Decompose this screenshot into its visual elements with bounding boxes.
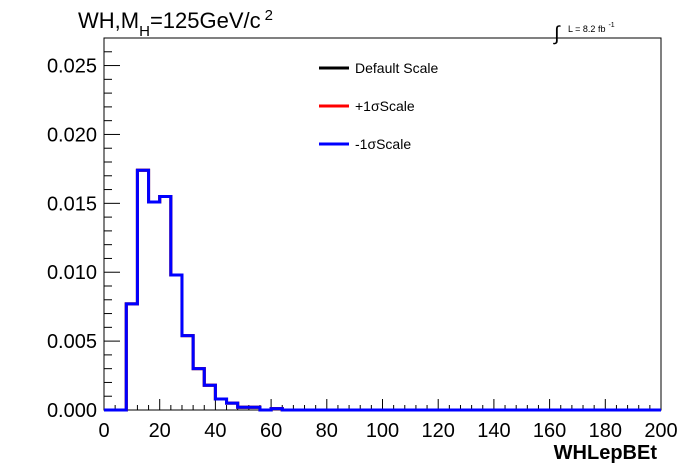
x-tick-label: 60: [260, 420, 282, 442]
legend-label-1: +1σScale: [355, 98, 415, 114]
y-tick-label: 0.015: [47, 193, 97, 215]
y-tick-label: 0.000: [47, 400, 97, 422]
series-line-1: [104, 168, 661, 412]
chart-title: WH,MH=125GeV/c 2: [78, 7, 273, 40]
y-axis-ticks: 0.000 0.005 0.010 0.015 0.020 0.025: [47, 51, 120, 422]
x-tick-label: 80: [316, 420, 338, 442]
x-tick-label: 20: [149, 420, 171, 442]
x-tick-label: 40: [204, 420, 226, 442]
x-tick-label: 180: [589, 420, 622, 442]
lumi-annotation: L = 8.2 fb -1: [568, 22, 615, 34]
plot-frame: [103, 37, 662, 411]
x-axis-ticks: 0 20 40 60 80 100 120 140 160 180 200: [98, 399, 678, 442]
series-layer: [104, 168, 661, 412]
series-line-0: [104, 168, 661, 412]
legend: Default Scale +1σScale -1σScale: [319, 60, 438, 152]
x-tick-label: 100: [366, 420, 399, 442]
y-tick-label: 0.005: [47, 331, 97, 353]
x-tick-label: 160: [533, 420, 566, 442]
y-tick-label: 0.010: [47, 262, 97, 284]
legend-label-0: Default Scale: [355, 60, 438, 76]
x-tick-label: 200: [644, 420, 677, 442]
x-axis-label: WHLepBEt: [554, 442, 658, 464]
x-tick-label: 140: [477, 420, 510, 442]
x-tick-label: 0: [98, 420, 109, 442]
legend-label-2: -1σScale: [355, 136, 411, 152]
y-tick-label: 0.020: [47, 124, 97, 146]
x-tick-label: 120: [422, 420, 455, 442]
lumi-integral-sign: ∫: [553, 23, 561, 45]
y-tick-label: 0.025: [47, 56, 97, 78]
series-line-2: [104, 168, 661, 412]
